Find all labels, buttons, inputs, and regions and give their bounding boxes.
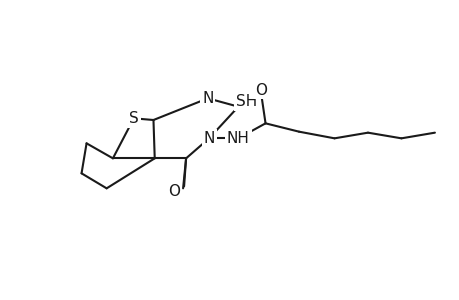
Text: S: S [129, 111, 139, 126]
Text: SH: SH [235, 94, 257, 109]
Text: N: N [202, 91, 213, 106]
Text: O: O [168, 184, 180, 199]
Text: N: N [203, 131, 214, 146]
Text: NH: NH [226, 131, 249, 146]
Text: O: O [255, 82, 267, 98]
